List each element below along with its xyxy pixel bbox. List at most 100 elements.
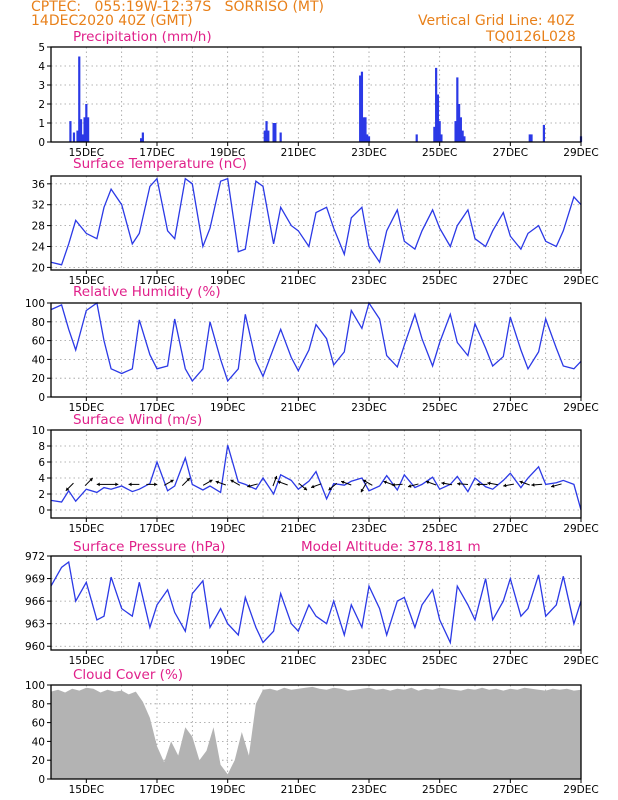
cloud-area <box>51 686 581 779</box>
x-tick-label: 23DEC <box>351 402 386 414</box>
wind-arrow <box>84 477 94 487</box>
precip-bar <box>263 130 266 142</box>
panel-2: 15DEC 17DEC 19DEC 21DEC 23DEC 25DEC 27DEC 29DEC… <box>25 284 599 414</box>
precip-bar <box>72 132 76 142</box>
y-tick-label: 24 <box>32 242 46 254</box>
wind-arrow <box>65 482 74 492</box>
y-tick-label: 40 <box>32 736 45 748</box>
x-tick-label: 21DEC <box>281 784 316 796</box>
x-tick-label: 29DEC <box>563 275 598 287</box>
wind-arrow <box>441 481 453 486</box>
precip-bar <box>458 104 461 142</box>
x-tick-label: 15DEC <box>69 275 104 287</box>
y-tick-label: 2 <box>38 489 45 501</box>
series-line <box>50 445 582 511</box>
y-tick-label: 0 <box>38 392 45 404</box>
x-tick-label: 23DEC <box>351 275 386 287</box>
precip-bar <box>528 134 531 142</box>
precip-bar <box>79 119 83 142</box>
precip-bar <box>459 117 462 142</box>
y-tick-label: 8 <box>38 441 45 453</box>
y-tick-label: 20 <box>32 373 45 385</box>
y-tick-label: 966 <box>25 596 45 608</box>
series-line <box>50 301 582 383</box>
series-line <box>50 560 582 645</box>
wind-arrow <box>230 479 241 486</box>
y-tick-label: 4 <box>38 61 45 73</box>
precip-bar <box>436 94 439 142</box>
panel-title: Surface Temperature (nC) <box>73 156 247 172</box>
y-tick-label: 100 <box>25 298 45 310</box>
x-tick-label: 23DEC <box>351 523 386 535</box>
precip-bar <box>76 130 79 142</box>
y-tick-label: 0 <box>38 505 45 517</box>
wind-arrow <box>550 483 562 488</box>
panel-title: Relative Humidity (%) <box>73 284 221 300</box>
y-tick-label: 28 <box>32 221 45 233</box>
panel-4: 15DEC 17DEC 19DEC 21DEC 23DEC 25DEC 27DEC 29DEC… <box>25 539 599 667</box>
y-tick-label: 969 <box>25 574 45 586</box>
x-tick-label: 25DEC <box>422 523 457 535</box>
x-tick-label: 21DEC <box>281 402 316 414</box>
x-tick-label: 19DEC <box>210 655 245 667</box>
x-tick-label: 19DEC <box>210 784 245 796</box>
precip-bar <box>359 75 362 142</box>
precip-bar <box>279 132 282 142</box>
series-line <box>50 177 582 266</box>
wind-arrow <box>146 482 158 487</box>
x-tick-label: 29DEC <box>563 784 598 796</box>
panel-title: Precipitation (mm/h) <box>73 29 212 45</box>
precip-bar <box>69 121 72 142</box>
y-tick-label: 0 <box>38 774 45 786</box>
x-tick-label: 25DEC <box>422 784 457 796</box>
x-tick-label: 17DEC <box>139 784 174 796</box>
x-tick-label: 27DEC <box>493 523 528 535</box>
wind-arrow <box>107 482 119 487</box>
x-tick-label: 19DEC <box>210 147 245 159</box>
wind-arrow <box>277 480 288 486</box>
header-date-line: 14DEC2020 40Z (GMT) <box>31 13 193 29</box>
x-tick-label: 29DEC <box>563 523 598 535</box>
x-tick-label: 15DEC <box>69 523 104 535</box>
x-tick-label: 27DEC <box>493 402 528 414</box>
model-altitude-label: Model Altitude: 378.181 m <box>301 539 481 555</box>
precip-bar <box>364 117 367 142</box>
precip-bar <box>87 117 90 142</box>
precip-bar <box>367 136 371 142</box>
wind-arrow <box>298 482 308 491</box>
x-tick-label: 25DEC <box>422 402 457 414</box>
wind-arrow <box>164 479 174 486</box>
wind-arrow <box>425 480 437 486</box>
precip-bar <box>456 77 459 142</box>
x-tick-label: 21DEC <box>281 523 316 535</box>
x-tick-label: 21DEC <box>281 275 316 287</box>
y-tick-label: 60 <box>32 718 45 730</box>
x-tick-label: 23DEC <box>351 147 386 159</box>
y-tick-label: 36 <box>32 179 46 191</box>
precip-bar <box>78 56 81 142</box>
precip-bar <box>463 136 466 142</box>
precip-bar <box>461 130 464 142</box>
precip-bar <box>438 121 441 142</box>
x-tick-label: 15DEC <box>69 784 104 796</box>
precip-bar <box>360 71 364 142</box>
precip-bar <box>362 117 365 142</box>
y-tick-label: 80 <box>32 699 45 711</box>
panel-title: Surface Pressure (hPa) <box>73 539 226 555</box>
precip-bar <box>530 134 533 142</box>
header-grid-line-note: Vertical Grid Line: 40Z <box>418 13 575 29</box>
panel-title: Cloud Cover (%) <box>73 667 183 683</box>
y-tick-label: 40 <box>32 354 45 366</box>
precip-bar <box>366 134 369 142</box>
precip-bar <box>272 123 275 142</box>
wind-arrow <box>360 482 367 493</box>
x-tick-label: 21DEC <box>281 147 316 159</box>
y-tick-label: 963 <box>25 619 45 631</box>
precip-bar <box>81 134 84 142</box>
wind-arrow <box>391 483 403 487</box>
plot-frame <box>50 555 582 651</box>
wind-arrow <box>310 483 322 489</box>
y-tick-label: 100 <box>25 680 45 692</box>
wind-arrow <box>457 482 469 486</box>
